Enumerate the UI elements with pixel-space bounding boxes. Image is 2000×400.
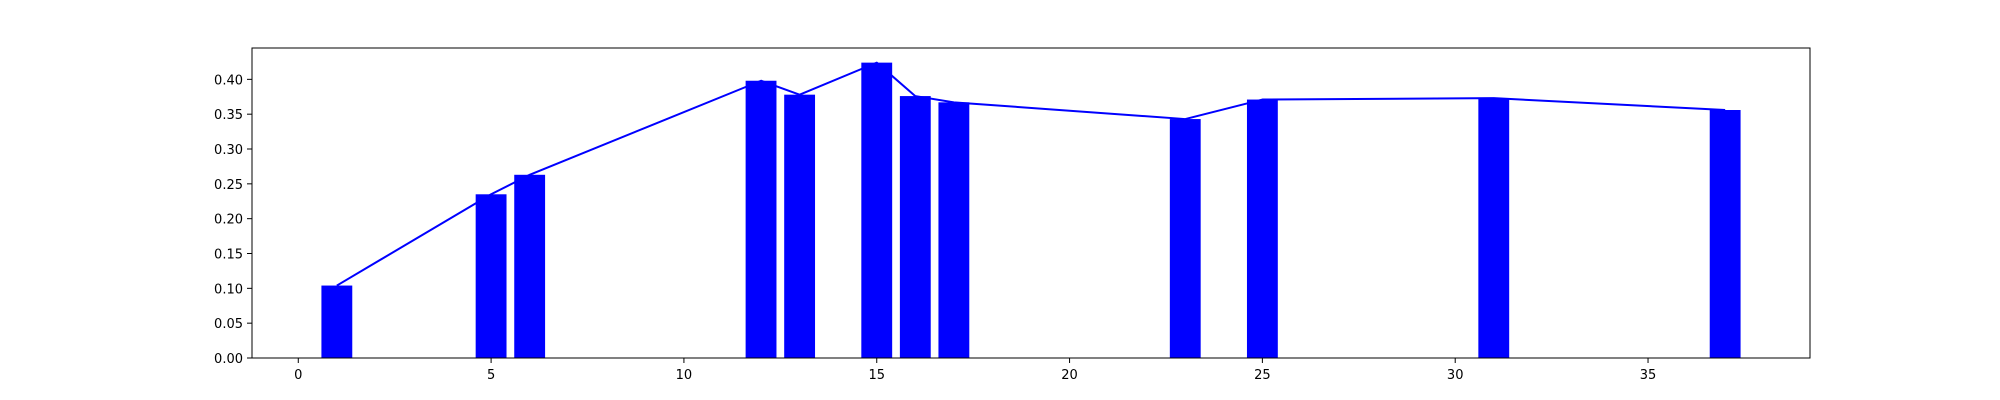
- plot-frame: [251, 47, 1811, 359]
- bar-x-16: [899, 96, 931, 358]
- x-axis: 0 5 10 15 20 25 30 35: [294, 358, 1656, 383]
- x-tick-label: 5: [487, 368, 495, 383]
- x-tick-label: 15: [868, 368, 885, 383]
- bar-x-5: [475, 194, 507, 358]
- bar-x-25: [1246, 99, 1278, 359]
- y-tick-label: 0.30: [214, 143, 243, 158]
- x-tick-label: 35: [1640, 368, 1657, 383]
- x-tick-label: 20: [1061, 368, 1078, 383]
- y-tick-label: 0.00: [214, 352, 243, 367]
- series-line: [336, 61, 1726, 287]
- x-tick-label: 10: [676, 368, 693, 383]
- x-tick-label: 30: [1447, 368, 1464, 383]
- bar-x-1: [321, 285, 353, 358]
- bar-x-17: [938, 102, 970, 358]
- bar-x-6: [514, 174, 546, 358]
- y-tick-label: 0.15: [214, 248, 243, 263]
- bar-x-12: [745, 80, 777, 359]
- line-layer: [336, 61, 1726, 287]
- bar-x-31: [1478, 98, 1510, 358]
- y-tick-label: 0.05: [214, 317, 243, 332]
- bar-x-23: [1169, 119, 1201, 358]
- bar-x-13: [784, 94, 816, 359]
- y-tick-label: 0.35: [214, 108, 243, 123]
- bar-x-37: [1709, 110, 1741, 358]
- bars-layer: [321, 62, 1741, 359]
- y-tick-label: 0.10: [214, 282, 243, 297]
- x-tick-label: 0: [294, 368, 302, 383]
- y-tick-label: 0.20: [214, 213, 243, 228]
- x-tick-label: 25: [1254, 368, 1271, 383]
- y-tick-label: 0.25: [214, 178, 243, 193]
- y-axis: 0.00 0.05 0.10 0.15 0.20 0.25 0.30 0.35 0.40: [214, 73, 252, 367]
- bar-x-15: [861, 62, 893, 358]
- y-tick-label: 0.40: [214, 73, 243, 88]
